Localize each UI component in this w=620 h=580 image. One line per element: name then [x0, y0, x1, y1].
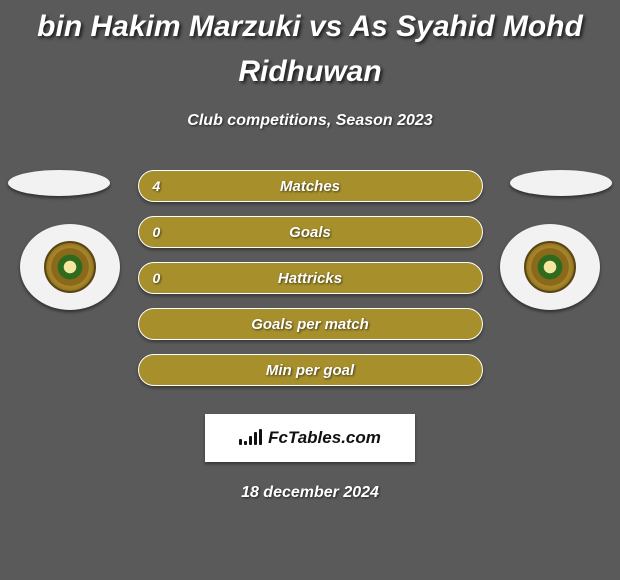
- stat-bars: 4 Matches 0 Goals 0 Hattricks Goals per …: [138, 170, 483, 386]
- player-right-headshot: [510, 170, 612, 196]
- brand-box: FcTables.com: [205, 414, 415, 462]
- club-badge-left-bg: [20, 224, 120, 310]
- brand-chart-icon: [239, 427, 262, 450]
- stat-bar-min-per-goal: Min per goal: [138, 354, 483, 386]
- club-badge-right: [500, 224, 600, 310]
- brand-text: FcTables.com: [268, 428, 381, 448]
- club-badge-right-bg: [500, 224, 600, 310]
- stat-label: Goals: [289, 224, 331, 241]
- player-left-headshot: [8, 170, 110, 196]
- page-subtitle: Club competitions, Season 2023: [0, 112, 620, 130]
- stat-bar-hattricks: 0 Hattricks: [138, 262, 483, 294]
- stat-left-value: 0: [153, 224, 161, 240]
- stat-left-value: 4: [153, 178, 161, 194]
- stat-bar-goals: 0 Goals: [138, 216, 483, 248]
- stat-bar-matches: 4 Matches: [138, 170, 483, 202]
- stat-label: Matches: [280, 178, 340, 195]
- club-crest-icon: [524, 241, 576, 293]
- club-crest-icon: [44, 241, 96, 293]
- stat-bar-goals-per-match: Goals per match: [138, 308, 483, 340]
- page-date: 18 december 2024: [0, 484, 620, 502]
- stat-left-value: 0: [153, 270, 161, 286]
- club-badge-left: [20, 224, 120, 310]
- stat-label: Min per goal: [266, 362, 354, 379]
- page-title: bin Hakim Marzuki vs As Syahid Mohd Ridh…: [0, 0, 620, 94]
- stat-label: Hattricks: [278, 270, 342, 287]
- stats-area: 4 Matches 0 Goals 0 Hattricks Goals per …: [0, 170, 620, 400]
- stat-label: Goals per match: [251, 316, 369, 333]
